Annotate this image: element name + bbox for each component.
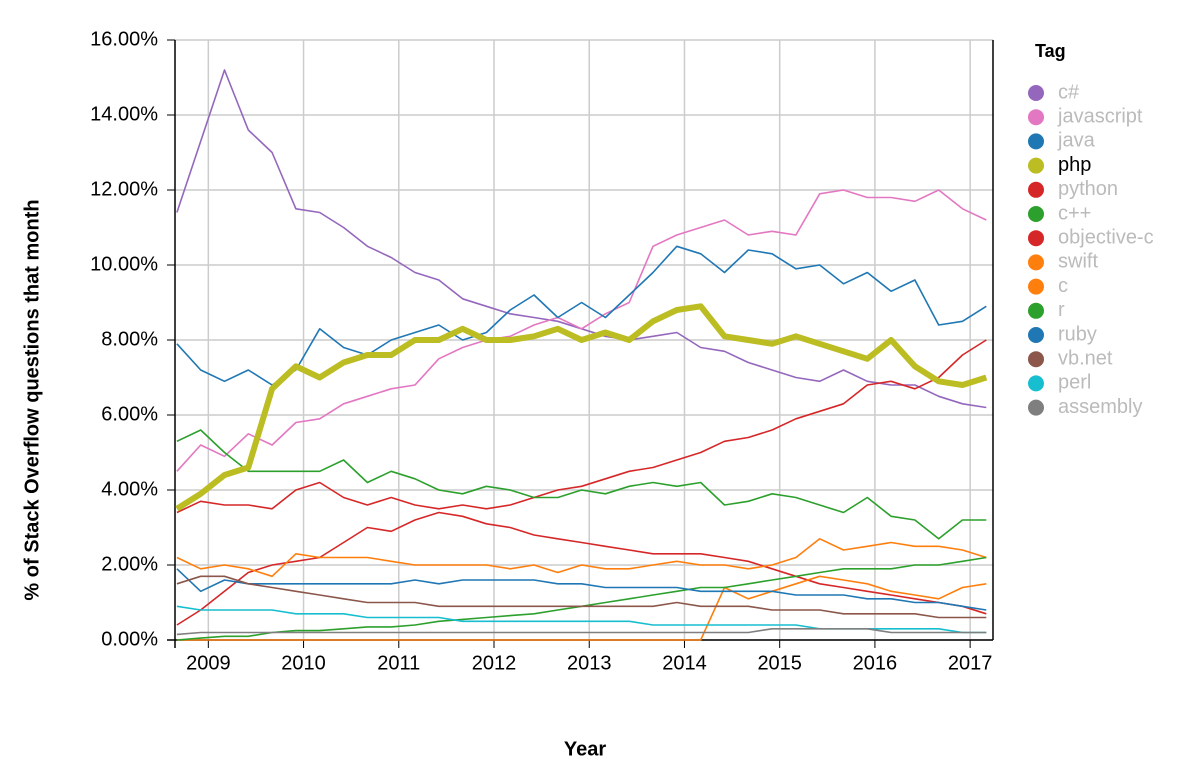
legend-swatch — [1028, 302, 1044, 319]
legend-title: Tag — [1035, 41, 1066, 61]
legend-swatch — [1028, 181, 1044, 198]
series-line — [176, 575, 987, 619]
legend-swatch — [1028, 327, 1044, 343]
y-tick-label: 4.00% — [101, 478, 158, 500]
x-tick-label: 2013 — [567, 652, 612, 674]
legend-swatch — [1028, 206, 1044, 222]
series-line — [176, 575, 987, 641]
legend-label: c — [1058, 275, 1068, 297]
x-tick-label: 2014 — [662, 652, 707, 674]
legend-label: c# — [1058, 81, 1080, 103]
x-tick-label: 2010 — [281, 652, 326, 674]
y-tick-label: 10.00% — [90, 253, 158, 275]
x-tick-label: 2009 — [186, 652, 231, 674]
y-tick-label: 0.00% — [101, 628, 158, 650]
legend-label: assembly — [1058, 396, 1142, 418]
series-line — [176, 339, 987, 514]
y-tick-label: 8.00% — [101, 328, 158, 350]
series-line — [176, 429, 987, 540]
legend-label: ruby — [1058, 323, 1097, 345]
legend-swatch — [1028, 230, 1044, 247]
y-tick-label: 14.00% — [90, 103, 158, 125]
series-line — [176, 245, 987, 386]
legend-swatch — [1028, 157, 1044, 174]
series-line — [176, 189, 987, 472]
legend-label: objective-c — [1058, 226, 1154, 248]
legend-swatch — [1028, 133, 1044, 150]
legend-swatch — [1028, 351, 1044, 368]
x-tick-label: 2015 — [757, 652, 802, 674]
series-line — [176, 511, 987, 626]
legend-swatch — [1028, 254, 1044, 271]
legend-label: c++ — [1058, 202, 1091, 224]
series-line — [176, 538, 987, 578]
x-axis-title: Year — [564, 738, 606, 760]
legend-label: r — [1058, 299, 1065, 321]
y-tick-label: 6.00% — [101, 403, 158, 425]
legend-swatch — [1028, 375, 1044, 392]
x-tick-label: 2012 — [472, 652, 517, 674]
series-line — [176, 568, 987, 611]
legend-label: perl — [1058, 372, 1091, 394]
y-tick-label: 12.00% — [90, 178, 158, 200]
legend-swatch — [1028, 278, 1044, 295]
series-line — [176, 628, 987, 636]
legend-label: php — [1058, 154, 1091, 176]
x-tick-label: 2011 — [377, 652, 420, 674]
legend-swatch — [1028, 85, 1044, 101]
y-tick-label: 16.00% — [90, 28, 158, 50]
series-line — [175, 303, 988, 512]
x-tick-label: 2017 — [948, 652, 993, 674]
legend-label: javascript — [1057, 105, 1143, 127]
x-tick-label: 2016 — [853, 652, 898, 674]
legend-label: python — [1058, 178, 1118, 200]
legend-swatch — [1028, 109, 1044, 126]
legend-label: java — [1057, 130, 1096, 152]
legend-swatch — [1028, 399, 1044, 416]
legend-label: swift — [1058, 251, 1098, 273]
legend-label: vb.net — [1058, 347, 1113, 369]
y-tick-label: 2.00% — [101, 553, 158, 575]
y-axis-title: % of Stack Overflow questions that month — [21, 199, 43, 600]
